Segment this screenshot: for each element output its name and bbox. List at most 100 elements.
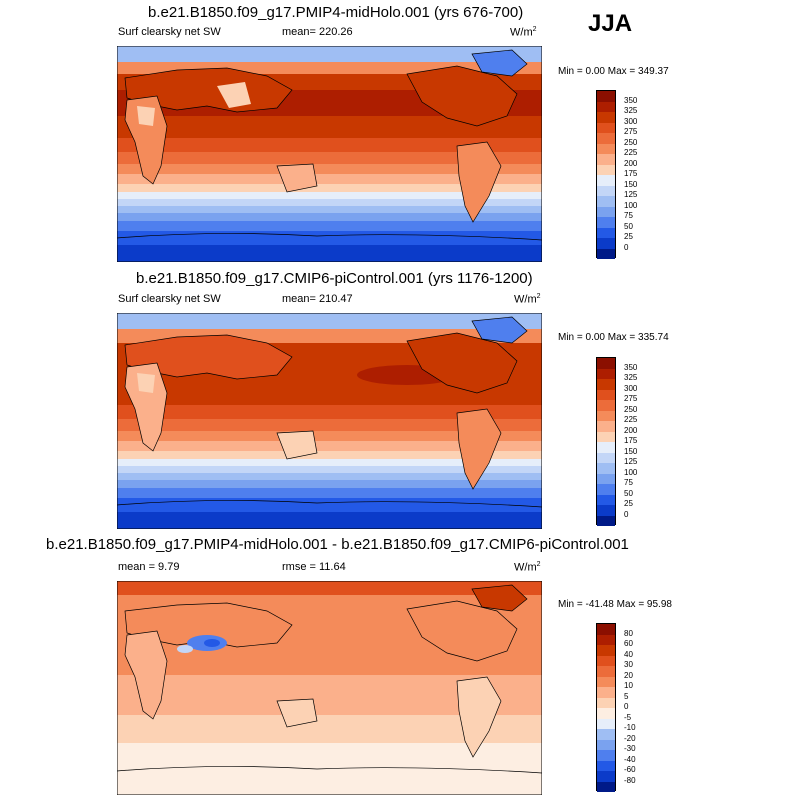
- colorbar-cell: [597, 122, 615, 133]
- colorbar-cell: [597, 238, 615, 249]
- panel1-variable-label: Surf clearsky net SW: [118, 26, 221, 38]
- colorbar-tick-label: -5: [624, 712, 632, 722]
- colorbar-tick-label: 50: [624, 221, 633, 231]
- panel1-units: W/m2: [510, 26, 537, 39]
- panel3-units: W/m2: [514, 561, 541, 574]
- colorbar-cell: [597, 358, 615, 369]
- colorbar-cell: [597, 484, 615, 495]
- colorbar-cell: [597, 185, 615, 196]
- panel1-title: b.e21.B1850.f09_g17.PMIP4-midHolo.001 (y…: [148, 4, 524, 21]
- colorbar-tick-label: 275: [624, 127, 638, 136]
- panel2-units: W/m2: [514, 293, 541, 306]
- colorbar-cell: [597, 494, 615, 505]
- colorbar-cell: [597, 666, 615, 677]
- colorbar-tick-label: -80: [624, 775, 636, 785]
- colorbar-cell: [597, 154, 615, 165]
- colorbar-tick-label: 300: [624, 383, 638, 393]
- colorbar-tick-label: 0: [624, 509, 629, 519]
- colorbar-cell: [597, 143, 615, 154]
- colorbar-tick-label: 175: [624, 169, 638, 178]
- colorbar-tick-label: 350: [624, 362, 638, 372]
- colorbar-tick-label: 10: [624, 681, 633, 690]
- colorbar-tick-label: 250: [624, 404, 638, 414]
- colorbar-tick-label: 0: [624, 242, 629, 252]
- colorbar-cell: [597, 781, 615, 792]
- colorbar-tick-label: 100: [624, 200, 638, 210]
- panel1-minmax: Min = 0.00 Max = 349.37: [558, 66, 669, 77]
- colorbar-cell: [597, 101, 615, 112]
- colorbar-cell: [597, 718, 615, 729]
- colorbar-tick-label: 125: [624, 190, 638, 199]
- colorbar-tick-label: 20: [624, 670, 633, 680]
- colorbar-cell: [597, 634, 615, 645]
- colorbar-cell: [597, 739, 615, 750]
- colorbar-cell: [597, 421, 615, 432]
- colorbar-cell: [597, 196, 615, 207]
- colorbar-cell: [597, 515, 615, 526]
- panel2-title: b.e21.B1850.f09_g17.CMIP6-piControl.001 …: [136, 270, 533, 287]
- colorbar-tick-label: -60: [624, 765, 636, 774]
- colorbar-cell: [597, 175, 615, 186]
- colorbar-cell: [597, 227, 615, 238]
- colorbar-tick-label: 125: [624, 457, 638, 466]
- colorbar-cell: [597, 760, 615, 771]
- colorbar-cell: [597, 505, 615, 516]
- colorbar-cell: [597, 431, 615, 442]
- colorbar-tick-label: 30: [624, 660, 633, 669]
- panel2-mean-label: mean= 210.47: [282, 293, 353, 305]
- panel2-colorbar-cells: [596, 357, 616, 526]
- colorbar-cell: [597, 687, 615, 698]
- colorbar-tick-label: -40: [624, 754, 636, 764]
- colorbar-tick-label: 60: [624, 639, 633, 648]
- colorbar-tick-label: 40: [624, 649, 633, 659]
- colorbar-cell: [597, 645, 615, 656]
- panel3-colorbar-cells: [596, 623, 616, 792]
- colorbar-tick-label: 5: [624, 691, 629, 701]
- colorbar-tick-label: 250: [624, 137, 638, 147]
- colorbar-cell: [597, 410, 615, 421]
- panel3-mean-label: mean = 9.79: [118, 561, 180, 573]
- colorbar-cell: [597, 248, 615, 259]
- panel3-rmse-label: rmse = 11.64: [282, 561, 346, 573]
- colorbar-cell: [597, 91, 615, 102]
- colorbar-tick-label: 25: [624, 232, 633, 241]
- colorbar-cell: [597, 379, 615, 390]
- colorbar-tick-label: 350: [624, 95, 638, 105]
- colorbar-cell: [597, 389, 615, 400]
- colorbar-tick-label: 325: [624, 373, 638, 382]
- panel1-colorbar-cells: [596, 90, 616, 259]
- colorbar-tick-label: 150: [624, 446, 638, 456]
- colorbar-cell: [597, 655, 615, 666]
- panel2-map: [117, 313, 542, 529]
- colorbar-tick-label: 225: [624, 148, 638, 157]
- colorbar-tick-label: 75: [624, 478, 633, 487]
- colorbar-cell: [597, 676, 615, 687]
- panel3-map: [117, 581, 542, 795]
- panel2-variable-label: Surf clearsky net SW: [118, 293, 221, 305]
- colorbar-cell: [597, 112, 615, 123]
- panel3-minmax: Min = -41.48 Max = 95.98: [558, 599, 672, 610]
- colorbar-tick-label: 25: [624, 499, 633, 508]
- colorbar-tick-label: 175: [624, 436, 638, 445]
- colorbar-tick-label: 80: [624, 628, 633, 638]
- colorbar-cell: [597, 133, 615, 144]
- colorbar-tick-label: 200: [624, 425, 638, 435]
- colorbar-tick-label: 100: [624, 467, 638, 477]
- colorbar-tick-label: 150: [624, 179, 638, 189]
- colorbar-cell: [597, 164, 615, 175]
- colorbar-cell: [597, 442, 615, 453]
- colorbar-cell: [597, 473, 615, 484]
- colorbar-tick-label: 50: [624, 488, 633, 498]
- colorbar-cell: [597, 708, 615, 719]
- colorbar-cell: [597, 463, 615, 474]
- colorbar-tick-label: -10: [624, 723, 636, 732]
- colorbar-tick-label: 200: [624, 158, 638, 168]
- colorbar-cell: [597, 217, 615, 228]
- colorbar-tick-label: 75: [624, 211, 633, 220]
- colorbar-tick-label: -20: [624, 733, 636, 743]
- colorbar-cell: [597, 729, 615, 740]
- colorbar-cell: [597, 697, 615, 708]
- colorbar-cell: [597, 452, 615, 463]
- colorbar-cell: [597, 750, 615, 761]
- colorbar-tick-label: 275: [624, 394, 638, 403]
